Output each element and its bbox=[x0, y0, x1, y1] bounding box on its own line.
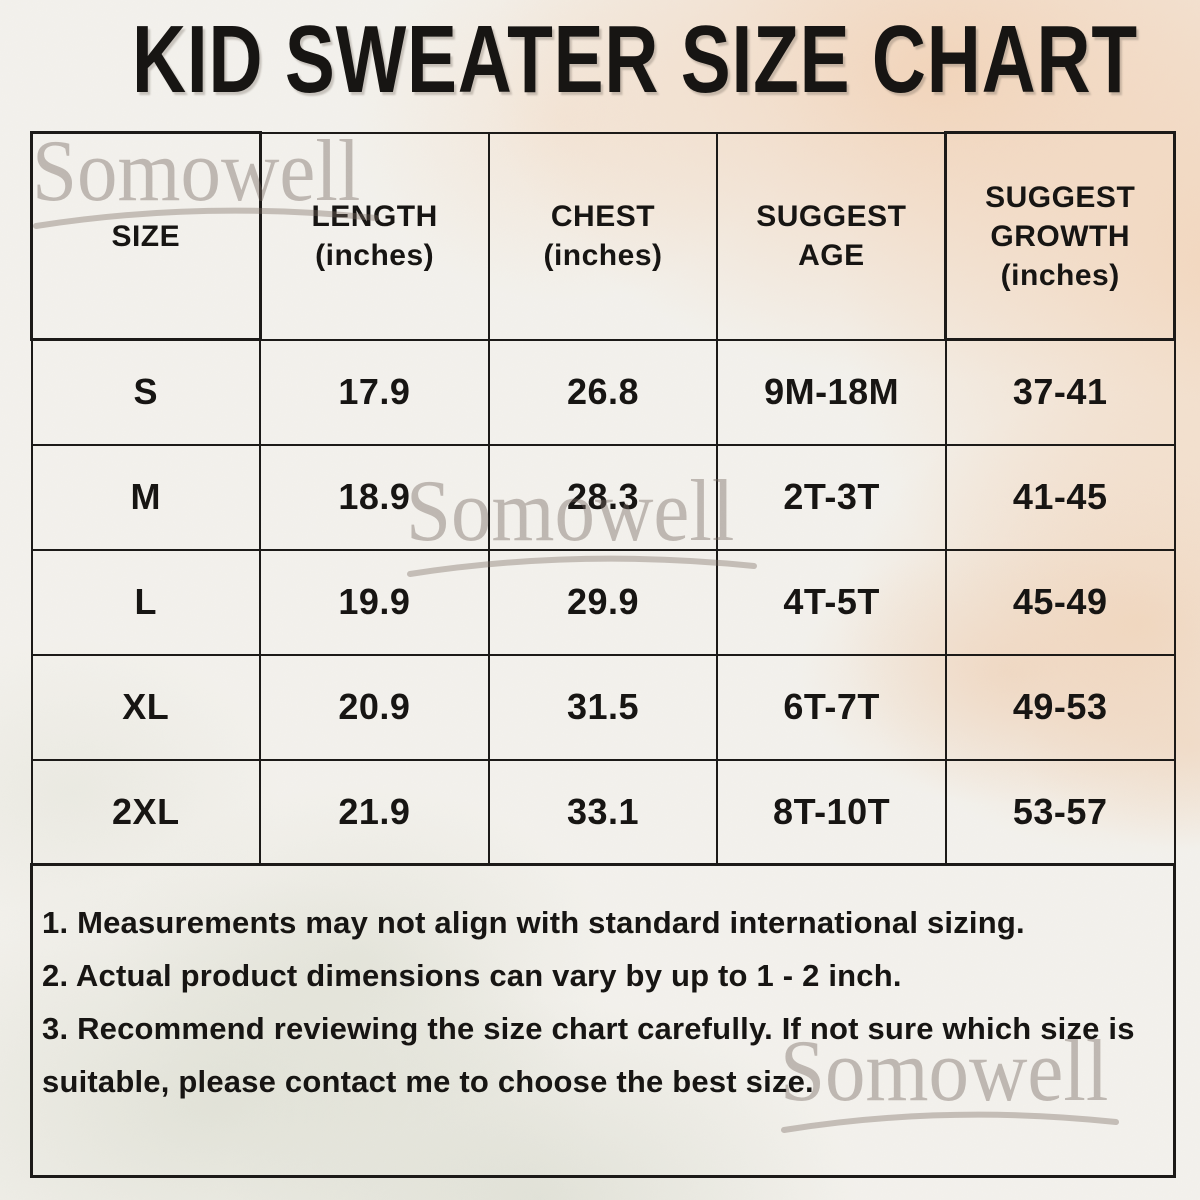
length-cell: 19.9 bbox=[259, 548, 490, 656]
chest-cell: 28.3 bbox=[487, 443, 719, 551]
size-cell: S bbox=[30, 338, 262, 446]
length-cell: 20.9 bbox=[259, 653, 490, 761]
length-column-header: LENGTH (inches) bbox=[259, 131, 490, 341]
chest-column-header: CHEST (inches) bbox=[487, 131, 719, 341]
note-line: suitable, please contact me to choose th… bbox=[42, 1064, 814, 1099]
note-line: 1. Measurements may not align with stand… bbox=[42, 905, 1025, 940]
table-row: L 19.9 29.9 4T-5T 45-49 bbox=[30, 548, 1176, 656]
table-row: M 18.9 28.3 2T-3T 41-45 bbox=[30, 443, 1176, 551]
table-header-row: SIZE LENGTH (inches) CHEST (inches) SUGGES… bbox=[30, 131, 1176, 341]
growth-cell: 49-53 bbox=[944, 653, 1176, 761]
notes-row: 1. Measurements may not align with stand… bbox=[30, 863, 1176, 1178]
table-row: XL 20.9 31.5 6T-7T 49-53 bbox=[30, 653, 1176, 761]
chest-cell: 26.8 bbox=[487, 338, 719, 446]
size-cell: M bbox=[30, 443, 262, 551]
size-cell: 2XL bbox=[30, 758, 262, 866]
growth-cell: 37-41 bbox=[944, 338, 1176, 446]
page-title: KID SWEATER SIZE CHART bbox=[132, 6, 1138, 113]
age-cell: 6T-7T bbox=[716, 653, 947, 761]
size-column-header: SIZE bbox=[30, 131, 262, 341]
length-cell: 21.9 bbox=[259, 758, 490, 866]
age-cell: 4T-5T bbox=[716, 548, 947, 656]
note-line: 3. Recommend reviewing the size chart ca… bbox=[42, 1011, 1135, 1046]
age-cell: 2T-3T bbox=[716, 443, 947, 551]
size-chart-table: SIZE LENGTH (inches) CHEST (inches) SUGGES… bbox=[30, 131, 1176, 1178]
length-cell: 18.9 bbox=[259, 443, 490, 551]
age-column-header: SUGGEST AGE bbox=[716, 131, 947, 341]
table-row: S 17.9 26.8 9M-18M 37-41 bbox=[30, 338, 1176, 446]
size-cell: L bbox=[30, 548, 262, 656]
length-cell: 17.9 bbox=[259, 338, 490, 446]
table-row: 2XL 21.9 33.1 8T-10T 53-57 bbox=[30, 758, 1176, 866]
chest-cell: 29.9 bbox=[487, 548, 719, 656]
growth-column-header: SUGGEST GROWTH (inches) bbox=[944, 131, 1176, 341]
chest-cell: 33.1 bbox=[487, 758, 719, 866]
note-line: 2. Actual product dimensions can vary by… bbox=[42, 958, 902, 993]
growth-cell: 45-49 bbox=[944, 548, 1176, 656]
growth-cell: 53-57 bbox=[944, 758, 1176, 866]
growth-cell: 41-45 bbox=[944, 443, 1176, 551]
notes-cell: 1. Measurements may not align with stand… bbox=[30, 863, 1176, 1178]
size-cell: XL bbox=[30, 653, 262, 761]
age-cell: 9M-18M bbox=[716, 338, 947, 446]
age-cell: 8T-10T bbox=[716, 758, 947, 866]
chest-cell: 31.5 bbox=[487, 653, 719, 761]
